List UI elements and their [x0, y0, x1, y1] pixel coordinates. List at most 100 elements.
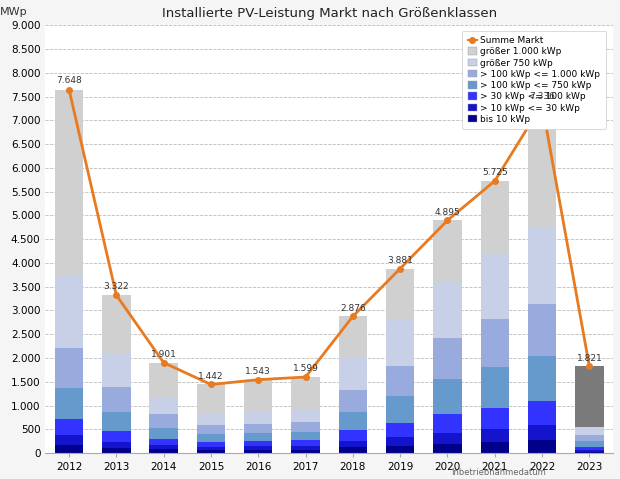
- Bar: [433, 414, 462, 433]
- Bar: [55, 90, 83, 276]
- Bar: [433, 433, 462, 444]
- Bar: [55, 419, 83, 435]
- Bar: [575, 452, 604, 453]
- Bar: [386, 423, 414, 437]
- Bar: [339, 441, 367, 447]
- Bar: [575, 366, 604, 427]
- Text: Inbetriebnahmedatum: Inbetriebnahmedatum: [451, 468, 546, 477]
- Bar: [197, 425, 225, 434]
- Text: 3.322: 3.322: [104, 282, 129, 291]
- Bar: [244, 450, 272, 453]
- Bar: [244, 446, 272, 450]
- Text: 1.821: 1.821: [577, 354, 602, 363]
- Bar: [149, 439, 178, 445]
- Bar: [149, 428, 178, 439]
- Bar: [480, 367, 509, 408]
- Text: 2.876: 2.876: [340, 304, 366, 312]
- Bar: [244, 423, 272, 433]
- Bar: [149, 449, 178, 453]
- Bar: [528, 440, 556, 453]
- Bar: [386, 446, 414, 453]
- Bar: [197, 413, 225, 425]
- Bar: [197, 434, 225, 442]
- Bar: [339, 390, 367, 412]
- Text: 5.725: 5.725: [482, 168, 508, 177]
- Bar: [102, 448, 131, 453]
- Bar: [480, 319, 509, 367]
- Bar: [339, 447, 367, 453]
- Bar: [291, 450, 320, 453]
- Bar: [291, 377, 320, 409]
- Bar: [386, 437, 414, 446]
- Bar: [291, 446, 320, 450]
- Bar: [102, 442, 131, 448]
- Bar: [528, 228, 556, 304]
- Legend: Summe Markt, größer 1.000 kWp, größer 750 kWp, > 100 kWp <= 1.000 kWp, > 100 kWp: Summe Markt, größer 1.000 kWp, größer 75…: [463, 31, 606, 129]
- Bar: [480, 181, 509, 253]
- Bar: [528, 104, 556, 228]
- Bar: [575, 441, 604, 446]
- Bar: [575, 446, 604, 450]
- Bar: [433, 444, 462, 453]
- Text: 7.336: 7.336: [529, 91, 555, 101]
- Bar: [55, 388, 83, 419]
- Bar: [55, 276, 83, 348]
- Text: 1.901: 1.901: [151, 350, 177, 359]
- Bar: [339, 316, 367, 357]
- Bar: [339, 430, 367, 441]
- Bar: [197, 450, 225, 453]
- Bar: [149, 445, 178, 449]
- Bar: [386, 397, 414, 423]
- Bar: [102, 295, 131, 354]
- Bar: [149, 363, 178, 397]
- Bar: [244, 380, 272, 411]
- Bar: [291, 422, 320, 432]
- Bar: [575, 435, 604, 441]
- Bar: [244, 441, 272, 446]
- Bar: [102, 388, 131, 412]
- Bar: [244, 433, 272, 441]
- Bar: [433, 338, 462, 379]
- Bar: [197, 385, 225, 413]
- Bar: [480, 442, 509, 453]
- Bar: [528, 425, 556, 440]
- Text: 1.442: 1.442: [198, 372, 224, 381]
- Bar: [433, 281, 462, 338]
- Bar: [386, 269, 414, 320]
- Text: 1.599: 1.599: [293, 364, 319, 373]
- Bar: [149, 414, 178, 428]
- Bar: [433, 220, 462, 281]
- Bar: [102, 412, 131, 431]
- Bar: [575, 450, 604, 452]
- Text: MWp: MWp: [0, 7, 28, 17]
- Bar: [433, 379, 462, 414]
- Bar: [480, 429, 509, 442]
- Bar: [339, 357, 367, 390]
- Bar: [528, 356, 556, 401]
- Bar: [197, 442, 225, 447]
- Bar: [386, 320, 414, 365]
- Text: 1.543: 1.543: [246, 367, 271, 376]
- Bar: [291, 409, 320, 422]
- Bar: [575, 427, 604, 435]
- Bar: [528, 304, 556, 356]
- Bar: [55, 435, 83, 445]
- Bar: [55, 348, 83, 388]
- Text: 7.648: 7.648: [56, 76, 82, 85]
- Text: 4.895: 4.895: [435, 207, 461, 217]
- Bar: [55, 445, 83, 453]
- Bar: [386, 365, 414, 397]
- Title: Installierte PV-Leistung Markt nach Größenklassen: Installierte PV-Leistung Markt nach Größ…: [162, 7, 497, 20]
- Bar: [197, 447, 225, 450]
- Text: 3.881: 3.881: [388, 256, 413, 265]
- Bar: [480, 253, 509, 319]
- Bar: [102, 431, 131, 442]
- Bar: [102, 354, 131, 388]
- Bar: [528, 401, 556, 425]
- Bar: [291, 440, 320, 446]
- Bar: [244, 411, 272, 423]
- Bar: [339, 412, 367, 430]
- Bar: [480, 408, 509, 429]
- Bar: [149, 397, 178, 414]
- Bar: [291, 432, 320, 440]
